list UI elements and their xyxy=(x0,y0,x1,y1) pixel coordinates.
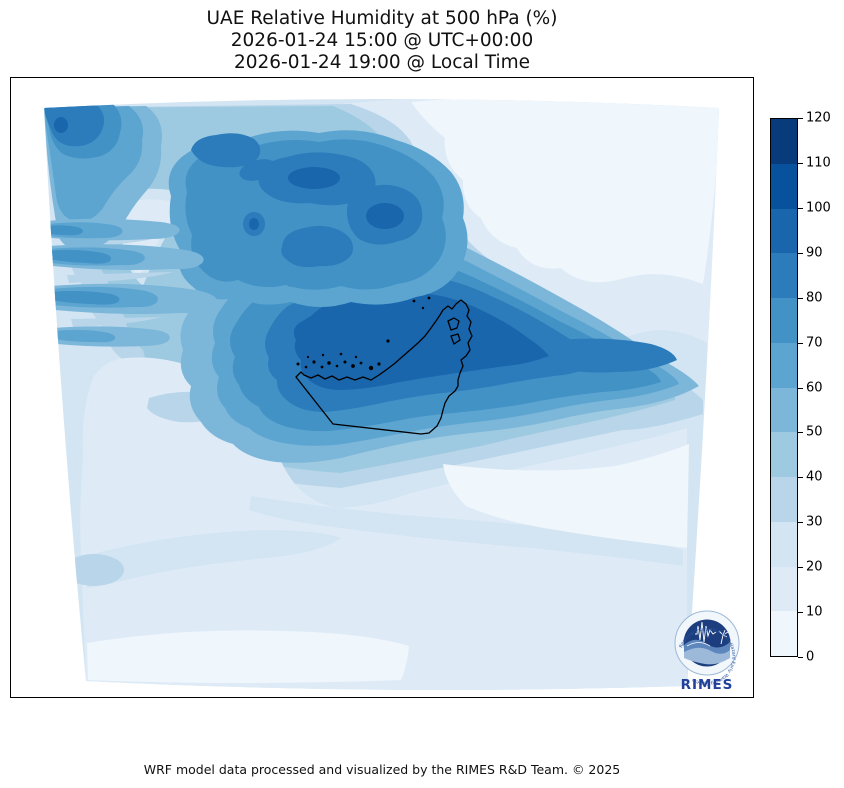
title-line-2: 2026-01-24 15:00 @ UTC+00:00 xyxy=(230,29,534,51)
contour-band xyxy=(51,290,120,305)
contour-band xyxy=(71,317,161,327)
title-line-3: 2026-01-24 19:00 @ Local Time xyxy=(233,51,531,73)
footer-credit: WRF model data processed and visualized … xyxy=(143,762,621,777)
uae-outline xyxy=(295,299,473,435)
colorbar-tick-label: 10 xyxy=(806,604,823,620)
colorbar-segment xyxy=(771,477,797,522)
colorbar-tick-label: 110 xyxy=(806,155,831,171)
colorbar-segment xyxy=(771,163,797,209)
colorbar xyxy=(770,118,798,657)
colorbar-tick xyxy=(798,387,803,389)
contour-band xyxy=(249,496,683,566)
contour-band xyxy=(64,554,124,586)
contour-band xyxy=(366,203,404,229)
colorbar-tick xyxy=(798,477,803,479)
logo-org-label: RIMES xyxy=(681,677,734,693)
colorbar-tick-label: 30 xyxy=(806,514,823,530)
colorbar-tick-label: 50 xyxy=(806,424,823,440)
map-axes: Regional Integrated Multi-Hazard Early W… xyxy=(10,77,754,698)
title-line-1: UAE Relative Humidity at 500 hPa (%) xyxy=(206,8,558,29)
contour-band xyxy=(284,273,300,287)
colorbar-tick-label: 70 xyxy=(806,335,823,351)
contour-band xyxy=(46,225,83,236)
contour-band xyxy=(443,444,689,548)
contour-map: Regional Integrated Multi-Hazard Early W… xyxy=(44,99,740,693)
colorbar-tick xyxy=(798,118,803,119)
colorbar-tick-label: 90 xyxy=(806,245,823,261)
contour-band xyxy=(288,167,340,189)
contour-band xyxy=(87,630,409,683)
colorbar-tick xyxy=(798,567,803,569)
colorbar-segment xyxy=(771,342,797,388)
colorbar-segment xyxy=(771,521,797,567)
contour-band xyxy=(551,338,677,373)
contour-band xyxy=(45,105,105,147)
colorbar-tick xyxy=(798,297,803,299)
logo-wave-2 xyxy=(684,647,730,665)
contour-band xyxy=(67,272,173,283)
colorbar-segment xyxy=(771,119,797,164)
colorbar-tick-label: 20 xyxy=(806,559,823,575)
contour-layers xyxy=(44,99,719,690)
colorbar-segment xyxy=(771,387,797,433)
contour-band xyxy=(411,99,719,284)
colorbar-tick-label: 40 xyxy=(806,469,823,485)
colorbar-segment xyxy=(771,432,797,477)
colorbar-tick xyxy=(798,162,803,164)
contour-band xyxy=(54,329,116,343)
colorbar-tick-label: 0 xyxy=(806,649,815,665)
logo-palm-icon xyxy=(718,629,729,645)
colorbar-segment xyxy=(771,298,797,343)
contour-band xyxy=(48,249,112,264)
contour-band xyxy=(191,133,261,168)
colorbar-tick-label: 60 xyxy=(806,380,823,395)
rimes-logo: Regional Integrated Multi-Hazard Early W… xyxy=(674,610,740,693)
colorbar-tick xyxy=(798,657,803,658)
colorbar-tick xyxy=(798,207,803,209)
colorbar-tick xyxy=(798,612,803,614)
contour-band xyxy=(249,218,259,230)
contour-band xyxy=(54,117,68,133)
colorbar-tick-label: 100 xyxy=(806,200,831,216)
colorbar-tick xyxy=(798,342,803,344)
contour-band xyxy=(85,530,341,588)
colorbar-tick xyxy=(798,522,803,524)
colorbar-segment xyxy=(771,566,797,612)
logo-seismogram-icon xyxy=(695,621,717,643)
colorbar-tick xyxy=(798,252,803,254)
colorbar-segment xyxy=(771,208,797,254)
colorbar-segment xyxy=(771,253,797,298)
colorbar-tick-label: 80 xyxy=(806,290,823,306)
colorbar-tick-label: 120 xyxy=(806,110,831,126)
colorbar-tick xyxy=(798,432,803,434)
colorbar-segment xyxy=(771,611,797,656)
offshore-islands xyxy=(296,296,431,371)
contour-band xyxy=(281,225,353,268)
logo-wave-crest xyxy=(686,642,711,647)
chart-title: UAE Relative Humidity at 500 hPa (%) 202… xyxy=(10,8,754,73)
